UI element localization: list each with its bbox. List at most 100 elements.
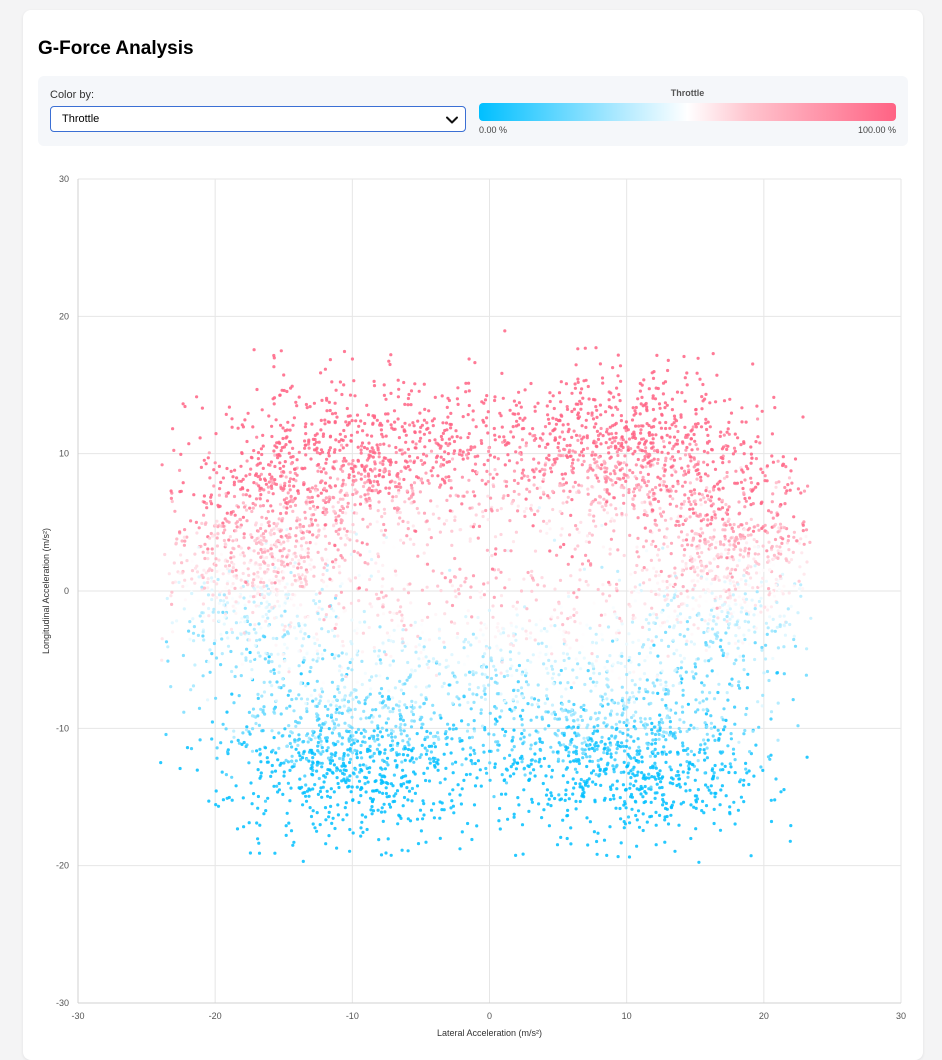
scatter-point xyxy=(191,560,194,563)
scatter-point xyxy=(323,419,326,422)
scatter-point xyxy=(466,822,469,825)
scatter-point xyxy=(187,630,190,633)
scatter-point xyxy=(392,659,395,662)
scatter-point xyxy=(304,624,307,627)
scatter-point xyxy=(567,700,570,703)
scatter-point xyxy=(588,397,591,400)
scatter-point xyxy=(163,553,166,556)
scatter-point xyxy=(737,647,740,650)
scatter-point xyxy=(595,445,598,448)
scatter-point xyxy=(464,577,467,580)
scatter-point xyxy=(685,671,688,674)
scatter-point xyxy=(723,434,726,437)
scatter-point xyxy=(593,602,596,605)
scatter-point xyxy=(249,549,252,552)
scatter-point xyxy=(200,466,203,469)
gforce-card: G-Force Analysis Color by: Throttle Thro… xyxy=(23,10,923,1060)
scatter-point xyxy=(377,474,380,477)
scatter-point xyxy=(263,477,266,480)
scatter-point xyxy=(243,554,246,557)
scatter-point xyxy=(458,703,461,706)
scatter-point xyxy=(646,422,649,425)
scatter-point xyxy=(548,422,551,425)
scatter-point xyxy=(734,433,737,436)
scatter-point xyxy=(302,637,305,640)
scatter-point xyxy=(747,554,750,557)
scatter-point xyxy=(248,473,251,476)
scatter-point xyxy=(483,590,486,593)
scatter-point xyxy=(266,499,269,502)
scatter-point xyxy=(757,546,760,549)
scatter-point xyxy=(241,423,244,426)
scatter-point xyxy=(394,686,397,689)
scatter-point xyxy=(211,535,214,538)
color-by-select[interactable]: Throttle xyxy=(50,106,466,132)
scatter-point xyxy=(433,816,436,819)
scatter-point xyxy=(673,610,676,613)
scatter-point xyxy=(788,561,791,564)
scatter-point xyxy=(793,635,796,638)
scatter-point xyxy=(683,426,686,429)
scatter-point xyxy=(289,562,292,565)
scatter-point xyxy=(276,593,279,596)
scatter-point xyxy=(338,669,341,672)
scatter-point xyxy=(649,613,652,616)
scatter-point xyxy=(758,441,761,444)
scatter-point xyxy=(559,400,562,403)
scatter-point xyxy=(249,651,252,654)
scatter-point xyxy=(472,673,475,676)
scatter-point xyxy=(727,626,730,629)
scatter-point xyxy=(588,541,591,544)
scatter-point xyxy=(727,548,730,551)
scatter-point xyxy=(353,503,356,506)
scatter-point xyxy=(499,692,502,695)
scatter-point xyxy=(521,419,524,422)
scatter-point xyxy=(673,596,676,599)
scatter-point xyxy=(456,636,459,639)
scatter-point xyxy=(695,443,698,446)
scatter-point xyxy=(637,425,640,428)
scatter-point xyxy=(577,484,580,487)
scatter-point xyxy=(516,601,519,604)
scatter-point xyxy=(246,616,249,619)
scatter-point xyxy=(248,638,251,641)
scatter-point xyxy=(426,586,429,589)
scatter-point xyxy=(520,477,523,480)
scatter-point xyxy=(403,682,406,685)
scatter-point xyxy=(778,545,781,548)
scatter-point xyxy=(598,672,601,675)
scatter-point xyxy=(183,544,186,547)
scatter-point xyxy=(348,774,351,777)
scatter-point xyxy=(301,548,304,551)
scatter-point xyxy=(560,605,563,608)
scatter-point xyxy=(396,508,399,511)
scatter-point xyxy=(230,470,233,473)
scatter-point xyxy=(354,576,357,579)
scatter-point xyxy=(352,470,355,473)
scatter-point xyxy=(218,465,221,468)
scatter-point xyxy=(506,453,509,456)
scatter-point xyxy=(637,663,640,666)
scatter-point xyxy=(731,576,734,579)
scatter-point xyxy=(414,446,417,449)
scatter-point xyxy=(299,716,302,719)
scatter-point xyxy=(284,460,287,463)
scatter-point xyxy=(410,668,413,671)
scatter-point xyxy=(770,454,773,457)
scatter-point xyxy=(664,401,667,404)
scatter-point xyxy=(393,629,396,632)
scatter-point xyxy=(242,825,245,828)
scatter-point xyxy=(242,516,245,519)
scatter-point xyxy=(312,505,315,508)
scatter-point xyxy=(219,599,222,602)
scatter-point xyxy=(598,495,601,498)
scatter-point xyxy=(653,684,656,687)
scatter-point xyxy=(631,436,634,439)
scatter-point xyxy=(494,762,497,765)
scatter-point xyxy=(358,574,361,577)
scatter-point xyxy=(762,545,765,548)
scatter-point xyxy=(432,657,435,660)
scatter-point xyxy=(513,708,516,711)
scatter-point xyxy=(731,527,734,530)
scatter-point xyxy=(394,446,397,449)
